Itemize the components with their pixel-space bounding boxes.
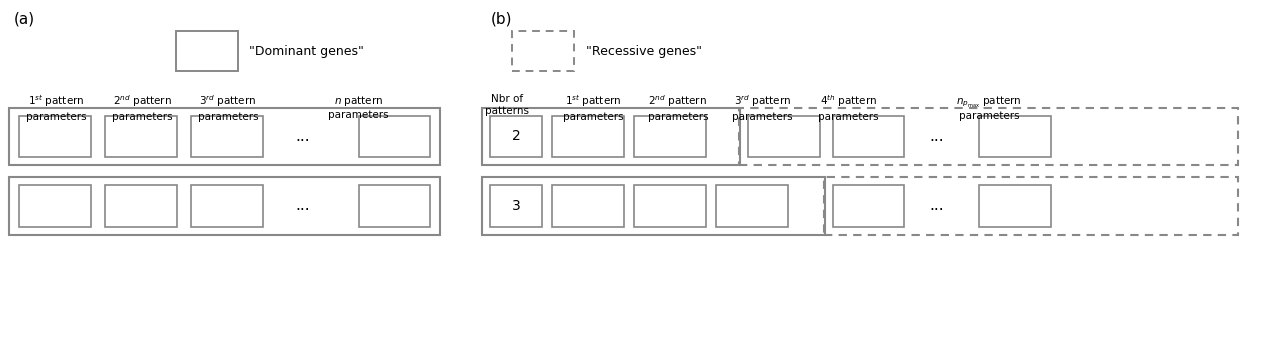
Text: Nbr of
patterns: Nbr of patterns (486, 94, 529, 116)
Bar (176, 31, 238, 71)
Text: 3$^{rd}$ pattern
parameters: 3$^{rd}$ pattern parameters (198, 94, 259, 122)
Bar (833, 116, 904, 157)
Text: 3$^{rd}$ pattern
parameters: 3$^{rd}$ pattern parameters (732, 94, 793, 122)
Bar (491, 116, 542, 157)
Bar (552, 185, 623, 227)
Bar (738, 108, 1238, 165)
Bar (482, 108, 740, 165)
Bar (191, 185, 263, 227)
Text: "Recessive genes": "Recessive genes" (586, 45, 703, 58)
Text: 1$^{st}$ pattern
parameters: 1$^{st}$ pattern parameters (562, 94, 623, 122)
Text: 2$^{nd}$ pattern
parameters: 2$^{nd}$ pattern parameters (648, 94, 708, 122)
Bar (715, 185, 788, 227)
Bar (105, 116, 177, 157)
Text: 2$^{nd}$ pattern
parameters: 2$^{nd}$ pattern parameters (112, 94, 172, 122)
Text: ...: ... (929, 129, 944, 144)
Bar (979, 185, 1051, 227)
Bar (833, 185, 904, 227)
Text: $n_{p_{\mathrm{max}}}$ pattern
parameters: $n_{p_{\mathrm{max}}}$ pattern parameter… (956, 94, 1023, 121)
Text: 4$^{th}$ pattern
parameters: 4$^{th}$ pattern parameters (819, 94, 878, 122)
Bar (9, 177, 440, 235)
Bar (979, 116, 1051, 157)
Text: 3: 3 (511, 199, 520, 213)
Text: 1$^{st}$ pattern
parameters: 1$^{st}$ pattern parameters (26, 94, 87, 122)
Text: $n$ pattern
parameters: $n$ pattern parameters (328, 94, 389, 120)
Bar (491, 185, 542, 227)
Bar (634, 185, 706, 227)
Bar (552, 116, 623, 157)
Bar (747, 116, 820, 157)
Text: ...: ... (296, 198, 310, 213)
Text: (a): (a) (13, 11, 34, 26)
Text: "Dominant genes": "Dominant genes" (249, 45, 363, 58)
Bar (634, 116, 706, 157)
Bar (513, 31, 574, 71)
Bar (358, 185, 431, 227)
Bar (19, 116, 92, 157)
Bar (358, 116, 431, 157)
Bar (105, 185, 177, 227)
Text: ...: ... (296, 129, 310, 144)
Bar (19, 185, 92, 227)
Bar (191, 116, 263, 157)
Text: 2: 2 (511, 129, 520, 143)
Bar (482, 177, 825, 235)
Text: ...: ... (929, 198, 944, 213)
Bar (9, 108, 440, 165)
Text: (b): (b) (491, 11, 511, 26)
Bar (824, 177, 1238, 235)
